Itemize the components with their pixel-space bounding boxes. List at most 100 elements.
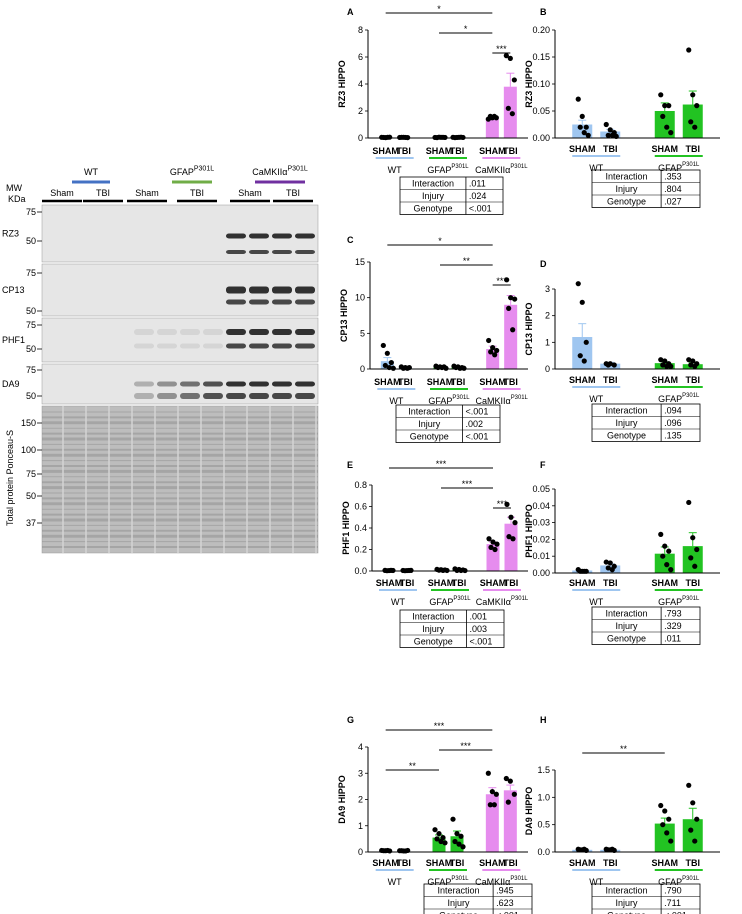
panel-letter: D (540, 259, 547, 269)
blot-band (249, 286, 269, 294)
data-point (511, 77, 517, 83)
data-point (507, 55, 513, 61)
data-point (489, 789, 495, 795)
x-tick-label: SHAM (569, 858, 596, 868)
mw-marker: 50 (26, 306, 36, 316)
y-tick-label: 0.6 (354, 502, 367, 512)
blot-row-label: DA9 (2, 379, 20, 389)
data-point (388, 359, 394, 366)
data-point (510, 536, 516, 542)
blot-band (272, 343, 292, 349)
data-point (385, 134, 391, 140)
y-tick-label: 10 (355, 293, 365, 303)
data-point (607, 560, 613, 566)
stats-term: Injury (616, 184, 639, 194)
data-point (690, 92, 696, 98)
x-tick-label: TBI (504, 578, 519, 588)
x-tick-label: SHAM (479, 377, 506, 387)
group-label-main: GFAP (427, 165, 451, 175)
bar (654, 823, 675, 852)
blot-row-label: PHF1 (2, 335, 25, 345)
data-point (390, 365, 396, 371)
x-tick-label: TBI (400, 578, 415, 588)
y-tick-label: 0 (358, 133, 363, 143)
y-axis-title: CP13 HIPPO (524, 302, 534, 355)
data-point (664, 124, 670, 130)
data-point (581, 846, 587, 852)
data-point (688, 555, 694, 561)
data-point (509, 111, 515, 117)
data-point (403, 134, 409, 141)
stats-term: Genotype (414, 636, 453, 646)
blot-band (272, 286, 292, 294)
significance-label: ** (463, 256, 471, 266)
mw-label: MW (6, 183, 22, 193)
y-tick-label: 2 (545, 311, 550, 321)
blot-band (134, 329, 154, 335)
data-point (380, 342, 386, 349)
data-point (577, 847, 583, 853)
group-label-main: GFAP (658, 877, 682, 887)
blot-band (157, 343, 177, 349)
group-label: GFAPP301L (658, 596, 700, 607)
stats-term: Genotype (413, 203, 452, 213)
data-point (603, 121, 609, 128)
y-tick-label: 0 (360, 364, 365, 374)
group-label-sup: P301L (682, 596, 700, 602)
data-point (577, 124, 583, 130)
data-point (664, 830, 670, 836)
data-point (400, 365, 406, 371)
blot-strip (41, 317, 319, 363)
data-point (493, 791, 499, 797)
data-point (666, 548, 672, 554)
blot-band (295, 250, 315, 254)
data-point (690, 800, 696, 806)
y-axis-title: DA9 HIPPO (524, 787, 534, 836)
stats-p-value: <.001 (466, 431, 489, 441)
group-label-main: GFAP (658, 394, 682, 404)
blot-band (295, 393, 315, 399)
data-point (490, 539, 496, 545)
data-point (485, 770, 491, 776)
stats-term: Injury (616, 621, 639, 631)
group-label: GFAPP301L (428, 395, 470, 406)
stats-term: Injury (422, 624, 445, 634)
y-tick-label: 0.4 (354, 523, 367, 533)
y-tick-label: 0.2 (354, 545, 367, 555)
data-point (488, 349, 494, 355)
group-label-main: WT (589, 877, 603, 887)
data-point (454, 567, 460, 573)
mw-marker: 37 (26, 518, 36, 528)
stats-p-value: .945 (496, 885, 514, 895)
data-point (583, 339, 589, 345)
stats-p-value: .135 (664, 430, 682, 440)
y-tick-label: 0.5 (537, 820, 550, 830)
data-point (585, 132, 591, 138)
blot-band (295, 286, 315, 294)
group-label: WT (589, 163, 603, 173)
x-tick-label: SHAM (569, 144, 596, 154)
y-tick-label: 0.00 (532, 133, 550, 143)
blot-band (226, 233, 246, 239)
y-tick-label: 0 (545, 364, 550, 374)
stats-table (591, 883, 701, 914)
stats-p-value: .003 (470, 624, 488, 634)
x-tick-label: TBI (603, 375, 618, 385)
stats-table (591, 169, 701, 208)
data-point (456, 134, 462, 140)
stats-p-value: .329 (664, 621, 682, 631)
y-tick-label: 4 (358, 742, 363, 752)
blot-band (272, 393, 292, 399)
blot-row-label: CP13 (2, 285, 25, 295)
group-label: WT (589, 597, 603, 607)
data-point (494, 347, 500, 354)
data-point (487, 802, 493, 808)
group-label-main: WT (589, 163, 603, 173)
genotype-label-sup: P301L (194, 165, 214, 172)
stats-term: Injury (418, 419, 441, 429)
x-tick-label: TBI (686, 144, 701, 154)
data-point (444, 567, 450, 574)
stats-p-value: .011 (469, 178, 486, 188)
data-point (406, 567, 412, 574)
data-point (662, 808, 668, 814)
